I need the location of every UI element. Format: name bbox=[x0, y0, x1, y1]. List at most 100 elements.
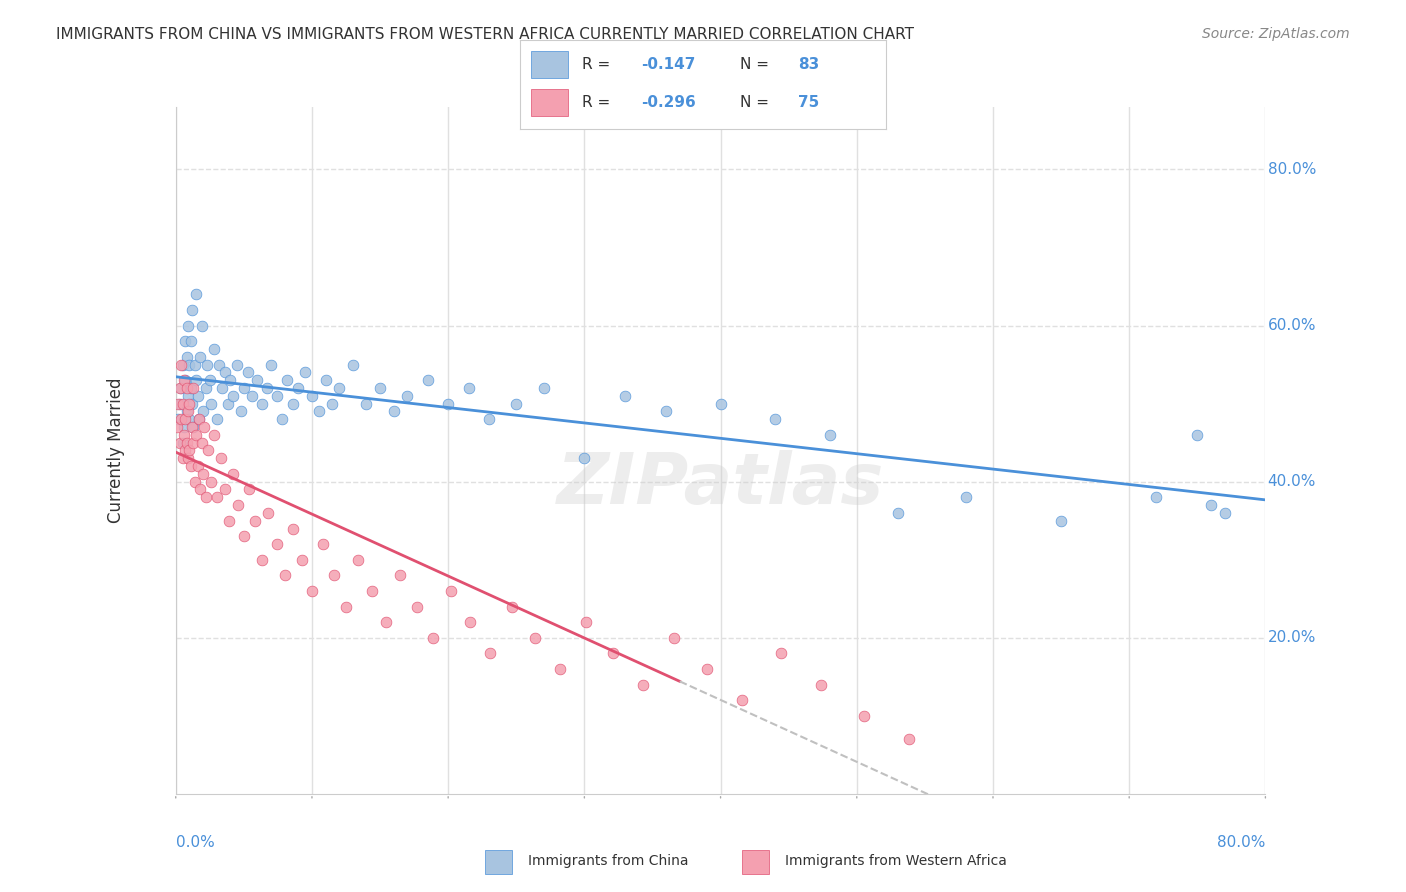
Point bbox=[172, 396, 194, 410]
Point bbox=[614, 389, 637, 403]
Point bbox=[177, 389, 200, 403]
Point bbox=[188, 483, 211, 497]
Point bbox=[198, 373, 221, 387]
Point bbox=[169, 396, 191, 410]
Point bbox=[655, 404, 678, 418]
Point bbox=[179, 358, 201, 372]
Point bbox=[180, 458, 202, 473]
Point bbox=[479, 646, 502, 660]
Text: 20.0%: 20.0% bbox=[1268, 631, 1316, 645]
Point bbox=[170, 381, 193, 395]
Point bbox=[602, 646, 624, 660]
Point bbox=[232, 529, 254, 543]
Point bbox=[172, 435, 194, 450]
Point bbox=[176, 404, 198, 418]
Point bbox=[167, 396, 190, 410]
Point bbox=[852, 708, 875, 723]
Point bbox=[180, 381, 202, 395]
Point bbox=[281, 396, 304, 410]
Point bbox=[335, 599, 357, 614]
Point bbox=[422, 631, 444, 645]
Point bbox=[374, 615, 396, 630]
Point bbox=[208, 358, 231, 372]
Point bbox=[176, 350, 198, 364]
Point bbox=[405, 599, 427, 614]
Point bbox=[191, 467, 214, 481]
Point bbox=[194, 490, 217, 504]
Point bbox=[174, 334, 197, 348]
Point bbox=[167, 412, 190, 426]
Point bbox=[183, 381, 205, 395]
Point bbox=[181, 396, 204, 410]
Point bbox=[478, 412, 501, 426]
Point bbox=[886, 506, 908, 520]
Point bbox=[183, 435, 205, 450]
Point bbox=[186, 427, 208, 442]
Text: Immigrants from China: Immigrants from China bbox=[529, 854, 689, 868]
Point bbox=[631, 678, 654, 692]
Text: -0.147: -0.147 bbox=[641, 57, 695, 71]
Point bbox=[437, 396, 460, 410]
Point bbox=[181, 420, 204, 434]
Point bbox=[308, 404, 330, 418]
Point bbox=[217, 396, 239, 410]
Point bbox=[368, 381, 391, 395]
Point bbox=[170, 358, 193, 372]
Point bbox=[177, 451, 200, 466]
Text: 60.0%: 60.0% bbox=[1268, 318, 1316, 333]
Point bbox=[271, 412, 294, 426]
Point bbox=[214, 366, 236, 380]
Point bbox=[274, 568, 297, 582]
Point bbox=[356, 396, 378, 410]
Point bbox=[342, 358, 364, 372]
Point bbox=[222, 389, 245, 403]
Point bbox=[575, 615, 598, 630]
Point bbox=[238, 483, 260, 497]
Text: 80.0%: 80.0% bbox=[1268, 162, 1316, 177]
Point bbox=[190, 318, 212, 333]
Point bbox=[696, 662, 718, 676]
Text: -0.296: -0.296 bbox=[641, 95, 696, 110]
Point bbox=[172, 451, 194, 466]
Point bbox=[200, 475, 222, 489]
Point bbox=[440, 583, 463, 598]
Point bbox=[173, 420, 195, 434]
FancyBboxPatch shape bbox=[485, 849, 512, 874]
Point bbox=[166, 420, 188, 434]
Text: 40.0%: 40.0% bbox=[1268, 475, 1316, 489]
Point bbox=[360, 583, 382, 598]
Point bbox=[810, 678, 832, 692]
Point bbox=[347, 552, 370, 567]
Point bbox=[1187, 427, 1209, 442]
Point bbox=[291, 552, 314, 567]
Point bbox=[416, 373, 439, 387]
Point bbox=[294, 366, 316, 380]
Point bbox=[266, 389, 288, 403]
Point bbox=[256, 381, 278, 395]
Text: R =: R = bbox=[582, 57, 616, 71]
Point bbox=[187, 412, 209, 426]
Point bbox=[533, 381, 555, 395]
Point bbox=[763, 412, 786, 426]
Point bbox=[301, 389, 323, 403]
Point bbox=[1199, 498, 1222, 512]
Point bbox=[236, 366, 259, 380]
Point bbox=[1050, 514, 1073, 528]
Text: Immigrants from Western Africa: Immigrants from Western Africa bbox=[785, 854, 1007, 868]
Point bbox=[169, 381, 191, 395]
Point bbox=[205, 490, 228, 504]
Point bbox=[177, 404, 200, 418]
Point bbox=[186, 287, 208, 301]
FancyBboxPatch shape bbox=[531, 51, 568, 78]
Point bbox=[328, 381, 350, 395]
Point bbox=[457, 381, 479, 395]
Text: R =: R = bbox=[582, 95, 616, 110]
Point bbox=[190, 435, 212, 450]
Point bbox=[312, 537, 335, 551]
Point bbox=[195, 358, 218, 372]
Point bbox=[226, 358, 249, 372]
Point bbox=[184, 358, 207, 372]
Point bbox=[266, 537, 288, 551]
Point bbox=[172, 358, 194, 372]
Point bbox=[194, 381, 217, 395]
